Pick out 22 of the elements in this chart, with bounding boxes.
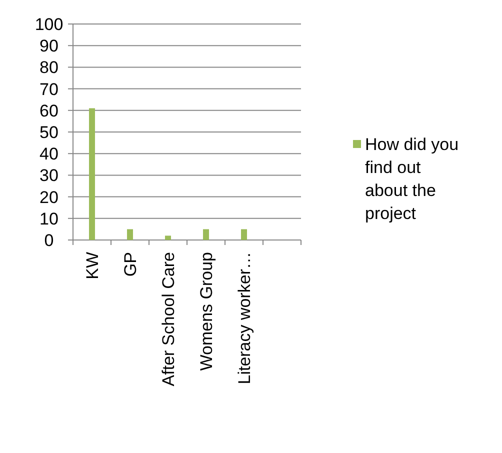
x-tick-label: After School Care bbox=[158, 252, 178, 386]
bar bbox=[127, 229, 133, 240]
y-tick-label: 30 bbox=[40, 166, 58, 186]
x-tick-label: KW bbox=[82, 252, 102, 280]
y-tick-label: 50 bbox=[40, 122, 58, 142]
y-tick-label: 100 bbox=[34, 14, 64, 34]
y-tick-label: 80 bbox=[40, 58, 58, 78]
bar bbox=[89, 108, 95, 240]
y-tick-label: 10 bbox=[40, 209, 58, 228]
x-tick-label: GP bbox=[120, 252, 140, 277]
y-tick-label: 20 bbox=[40, 188, 58, 207]
y-tick-label: 40 bbox=[40, 144, 58, 164]
y-tick-label: 60 bbox=[40, 101, 58, 120]
x-tick-label: Womens Group bbox=[196, 252, 216, 371]
x-tick-label: Literacy worker… bbox=[234, 252, 254, 384]
legend-label: How did you find out about the project bbox=[365, 134, 459, 223]
bar bbox=[203, 229, 209, 240]
y-tick-label: 0 bbox=[44, 230, 54, 250]
bar bbox=[241, 229, 247, 240]
bar bbox=[165, 236, 171, 240]
y-tick-label: 90 bbox=[40, 36, 58, 56]
y-tick-label: 70 bbox=[40, 80, 58, 99]
